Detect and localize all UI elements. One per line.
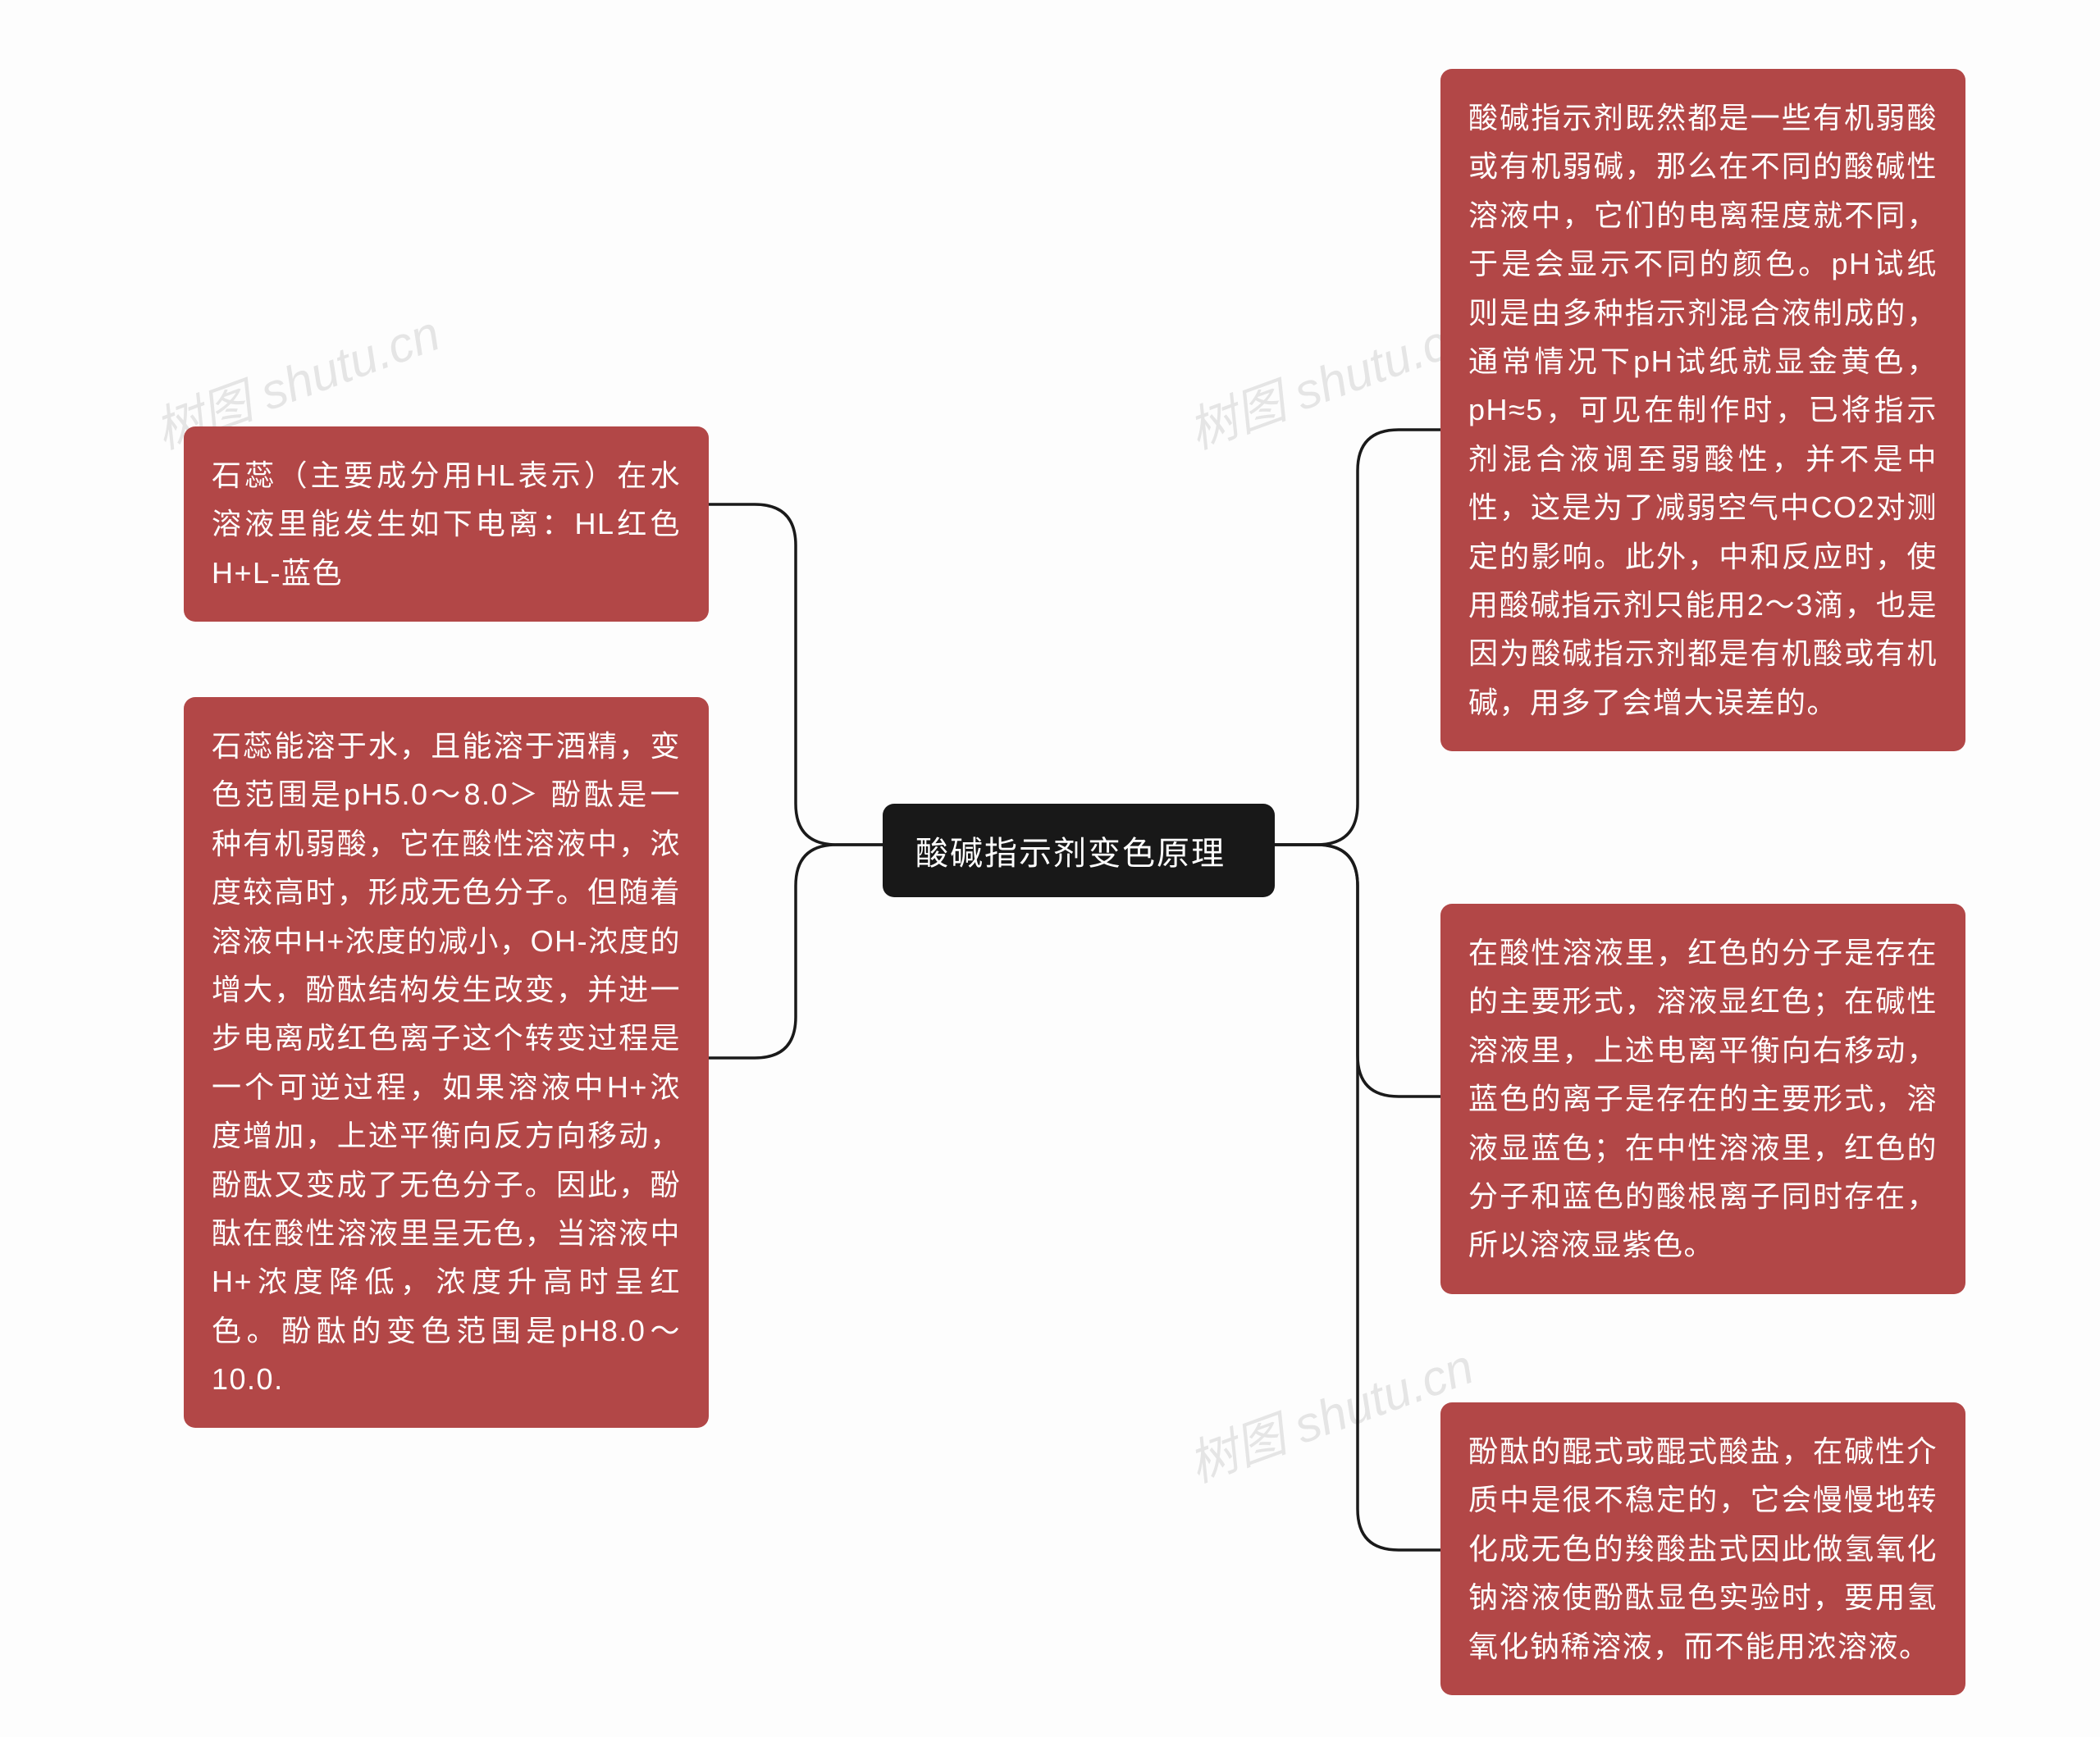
- watermark: 树图 shutu.cn: [1177, 1327, 1481, 1496]
- leaf-node-right-3: 酚酞的醌式或醌式酸盐，在碱性介质中是很不稳定的，它会慢慢地转化成无色的羧酸盐式因…: [1440, 1402, 1965, 1695]
- leaf-node-right-2: 在酸性溶液里，红色的分子是存在的主要形式，溶液显红色；在碱性溶液里，上述电离平衡…: [1440, 904, 1965, 1294]
- watermark: 树图 shutu.cn: [1177, 294, 1481, 463]
- leaf-node-left-1: 石蕊（主要成分用HL表示）在水溶液里能发生如下电离：HL红色H+L-蓝色: [184, 426, 709, 622]
- leaf-node-right-1: 酸碱指示剂既然都是一些有机弱酸或有机弱碱，那么在不同的酸碱性溶液中，它们的电离程…: [1440, 69, 1965, 751]
- leaf-node-left-2: 石蕊能溶于水，且能溶于酒精，变色范围是pH5.0～8.0＞ 酚酞是一种有机弱酸，…: [184, 697, 709, 1428]
- center-node: 酸碱指示剂变色原理: [883, 804, 1275, 897]
